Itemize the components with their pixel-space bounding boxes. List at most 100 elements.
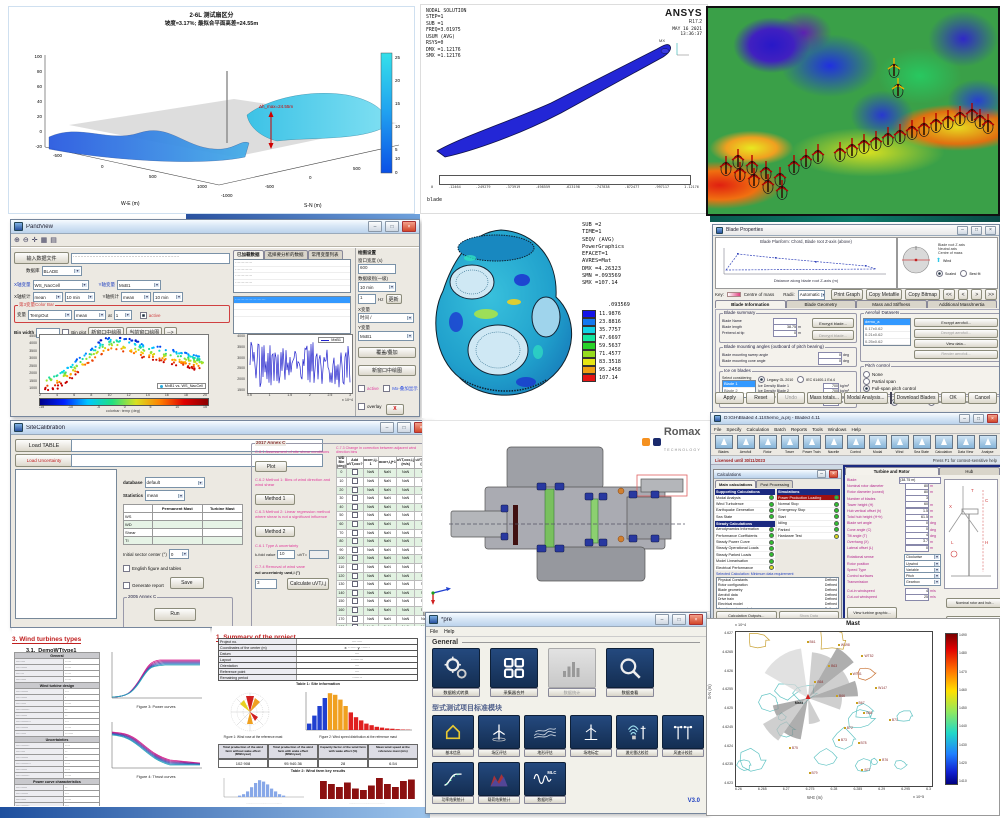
y-res-select[interactable]: 10 min ▾ <box>153 292 184 302</box>
calc-outputs-button[interactable]: Calculation Outputs... <box>716 611 777 619</box>
data-level-select[interactable]: 10 min ▾ <box>358 282 396 292</box>
menu-item[interactable]: Tools <box>812 426 823 432</box>
toolbar-button[interactable]: Calculation <box>933 435 954 454</box>
overlay-checkbox[interactable]: overlay <box>358 403 382 410</box>
menu-item[interactable]: Reports <box>790 426 808 432</box>
calc-item[interactable]: Steady Operational Loads <box>715 545 775 553</box>
calc-item[interactable]: Modal Analysis <box>715 495 775 502</box>
encrypt-aerofoil-button[interactable]: Encrypt aerofoil... <box>914 318 998 327</box>
active-checkbox[interactable]: active <box>139 311 161 319</box>
maximize-button[interactable]: □ <box>973 414 984 423</box>
list-item[interactable]: ······················· <box>234 297 350 304</box>
minimize-button[interactable]: – <box>959 414 970 423</box>
calc-item[interactable]: Normal Stop <box>777 501 840 508</box>
toolbar-button[interactable]: Data View <box>955 435 976 454</box>
module-basic-info[interactable]: 基本信息 <box>432 715 474 757</box>
active-checkbox-2[interactable]: active <box>358 385 379 392</box>
load-uncertainty-button[interactable]: Load Uncertainty <box>15 454 73 467</box>
calc-item[interactable]: Power Production Loading <box>777 495 840 502</box>
menu-item[interactable]: Help <box>851 426 861 432</box>
add-uvt-checkbox[interactable] <box>351 546 358 553</box>
close-button[interactable]: × <box>987 414 998 423</box>
database-select[interactable]: BLADE ▾ <box>41 266 82 276</box>
list-item[interactable]: 0.17x0.62 <box>864 326 910 332</box>
var3-select[interactable]: TempOut ▾ <box>28 310 72 320</box>
load-file-button[interactable]: 输入数据文件 <box>14 252 70 264</box>
list-item[interactable]: ············· <box>234 280 350 286</box>
add-uvt-checkbox[interactable] <box>351 478 358 485</box>
menu-help[interactable]: Help <box>444 628 455 635</box>
print-graph-button[interactable]: Print Graph <box>831 289 863 300</box>
list-item[interactable]: ············· <box>234 273 350 280</box>
view-turbine-graphic-button[interactable]: View turbine graphic... <box>847 606 897 619</box>
pan-icon[interactable]: ✛ <box>31 236 38 244</box>
sync-checkbox[interactable]: Mx-叠加显示 <box>383 385 418 392</box>
list-item[interactable]: Blade 1 <box>723 381 755 388</box>
calc-item[interactable]: Hardware Test <box>777 533 840 540</box>
var3-stat-select[interactable]: mean ▾ <box>74 310 106 320</box>
list-item[interactable] <box>234 304 350 310</box>
tab-blade-information[interactable]: Blade Information <box>715 300 786 308</box>
show-data-button[interactable]: Show Data <box>778 611 839 619</box>
toolbar-button[interactable]: Aerofoil <box>735 435 756 454</box>
copy-bitmap-button[interactable]: Copy Bitmap <box>905 289 940 300</box>
add-uvt-checkbox[interactable] <box>351 486 358 493</box>
y-var-select[interactable]: MxB1 ▾ <box>117 280 162 290</box>
field-input[interactable]: 25 <box>905 593 929 601</box>
update-button[interactable]: 更新 <box>385 294 402 304</box>
modal-analysis-button[interactable]: Modal Analysis... <box>844 392 888 404</box>
add-uvt-checkbox[interactable] <box>351 469 358 476</box>
minimize-button[interactable]: – <box>957 225 968 235</box>
nav-first-button[interactable]: << <box>942 289 955 300</box>
tab-additional-mass[interactable]: Additional Mass/Inertia <box>926 300 997 308</box>
add-uvt-checkbox[interactable] <box>351 529 358 536</box>
nav-last-button[interactable]: >> <box>985 289 997 300</box>
menu-item[interactable]: Batch <box>774 426 786 432</box>
grid-icon[interactable]: ▦ <box>40 236 48 244</box>
close-plot-button[interactable]: X <box>385 403 404 415</box>
module-data-view[interactable]: 数据查看 <box>606 648 654 697</box>
maximize-button[interactable]: □ <box>397 422 411 433</box>
kfold-input[interactable]: 10 <box>277 549 296 559</box>
menu-file[interactable]: File <box>430 628 439 635</box>
add-uvt-checkbox[interactable] <box>351 495 358 502</box>
pitch-partial-radio[interactable]: Partial span <box>863 377 998 385</box>
close-button[interactable]: × <box>985 225 996 235</box>
pitch-full-radio[interactable]: Full-span pitch control <box>863 384 998 392</box>
add-uvt-checkbox[interactable] <box>351 615 358 622</box>
close-button[interactable]: × <box>689 614 703 625</box>
toolbar-button[interactable]: Tower <box>779 435 800 454</box>
requirements-list[interactable]: Physical Constants Defined Rotor configura… <box>716 577 839 610</box>
toolbar-button[interactable]: Modal <box>867 435 888 454</box>
loaded-files-list[interactable]: ············· ············· ············· ·… <box>233 259 351 293</box>
tab-loaded-data[interactable]: 已加载数据 <box>233 250 264 259</box>
calc-item[interactable]: Electrical Performance <box>715 564 775 572</box>
calc-item[interactable]: Steady Parked Loads <box>715 552 775 559</box>
add-uvt-checkbox[interactable] <box>351 555 358 562</box>
add-uvt-checkbox[interactable] <box>351 624 358 627</box>
calc-item[interactable]: Idling <box>777 520 840 527</box>
method1-button[interactable]: Method 1 <box>255 493 295 505</box>
cone-angle-input[interactable]: 0 <box>818 357 842 365</box>
calc-item[interactable]: Model Linearisation <box>715 558 775 565</box>
render-aerofoil-button[interactable]: Render aerofoil... <box>914 349 998 359</box>
tab-select-data[interactable]: 选择要分析的数据 <box>263 250 308 259</box>
calc-item[interactable]: Sea State <box>715 514 775 521</box>
x-variable-select[interactable]: 时间 / ▾ <box>358 313 414 323</box>
mass-totals-button[interactable]: Mass totals... <box>806 392 843 404</box>
module-load-results[interactable]: 载荷结果统计 <box>478 762 520 804</box>
module-collector-merge[interactable]: 采集器合并 <box>490 648 538 697</box>
minimize-button[interactable]: – <box>817 470 826 478</box>
menu-item[interactable]: Calculation <box>746 426 770 432</box>
statistics-select[interactable]: mean ▾ <box>145 490 186 501</box>
view-data-button[interactable]: View data... <box>914 339 998 348</box>
selected-files-list[interactable]: ······················· <box>233 296 351 334</box>
module-site-calibration[interactable]: 场地标定 <box>570 715 612 757</box>
timeseries-plot[interactable]: MxB1 <box>247 334 353 394</box>
minimize-button[interactable]: – <box>368 221 382 232</box>
module-terrain-assessment[interactable]: 地形评估 <box>524 715 566 757</box>
toolbar-button[interactable]: Blades <box>713 435 734 454</box>
list-item[interactable]: ············· <box>234 260 350 267</box>
maximize-button[interactable]: □ <box>971 225 982 235</box>
y-stat-select[interactable]: mean ▾ <box>121 292 152 302</box>
